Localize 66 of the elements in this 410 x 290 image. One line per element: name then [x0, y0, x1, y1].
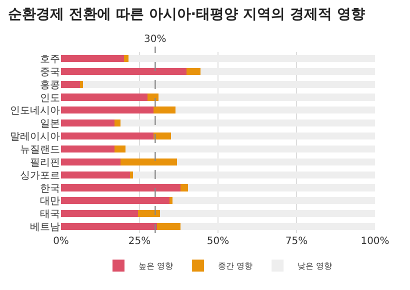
y-tick-label: 일본: [40, 118, 60, 130]
bar: [61, 197, 170, 204]
bar: [180, 184, 188, 192]
bar: [147, 94, 158, 101]
bar: [200, 68, 375, 75]
chart-title: 순환경제 전환에 따른 아시아·태평양 지역의 경제적 영향: [8, 6, 365, 22]
bar: [61, 222, 157, 230]
x-tick-label: 0%: [53, 236, 69, 247]
y-tick-label: 뉴질랜드: [20, 144, 60, 156]
bar: [61, 68, 187, 75]
bar: [160, 210, 375, 218]
y-tick-label: 호주: [40, 54, 60, 65]
bar: [128, 54, 375, 62]
y-tick-label: 홍콩: [40, 80, 60, 91]
bar: [61, 145, 114, 153]
y-tick-label: 싱가포르: [20, 170, 60, 182]
bar: [180, 222, 375, 230]
y-tick-label: 인도: [40, 92, 60, 104]
legend-label: 높은 영향: [138, 262, 174, 271]
y-tick-label: 베트남: [30, 222, 60, 234]
bar: [120, 120, 375, 127]
x-tick-label: 25%: [128, 236, 151, 247]
bar: [156, 222, 180, 230]
bar: [120, 158, 178, 166]
bar: [61, 132, 154, 140]
bar: [61, 120, 114, 127]
y-tick-label: 필리핀: [30, 157, 60, 168]
bar: [177, 158, 375, 166]
bar: [170, 132, 375, 140]
y-tick-label: 인도네시아: [10, 106, 60, 117]
x-tick-label: 100%: [360, 236, 390, 247]
bar: [130, 171, 134, 178]
bar: [61, 184, 180, 192]
bar: [176, 106, 375, 114]
bar: [138, 210, 160, 218]
bar: [80, 80, 83, 88]
bar: [154, 132, 171, 140]
bar: [125, 145, 375, 153]
y-tick-label: 대만: [40, 196, 60, 208]
bar: [186, 68, 201, 75]
x-tick-label: 75%: [285, 236, 308, 247]
legend-label: 낮은 영향: [298, 262, 332, 271]
bar: [133, 171, 375, 178]
bar: [188, 184, 375, 192]
y-tick-label: 한국: [40, 183, 60, 194]
y-tick-label: 중국: [40, 66, 60, 78]
bar: [114, 145, 126, 153]
bar: [154, 106, 176, 114]
ref-line-label: 30%: [144, 34, 166, 45]
bar: [61, 158, 121, 166]
legend-label: 중간 영향: [218, 262, 253, 271]
bar: [61, 94, 148, 101]
bar: [114, 120, 121, 127]
bar: [61, 54, 124, 62]
y-tick-label: 태국: [40, 209, 60, 220]
bar: [61, 106, 154, 114]
bar: [158, 94, 375, 101]
bar: [124, 54, 129, 62]
bar: [169, 197, 172, 204]
bar: [61, 80, 80, 88]
y-tick-label: 말레이시아: [10, 132, 60, 143]
bar: [172, 197, 375, 204]
bar: [61, 210, 138, 218]
x-tick-label: 50%: [206, 236, 230, 247]
bar: [61, 171, 130, 178]
bar: [82, 80, 375, 88]
